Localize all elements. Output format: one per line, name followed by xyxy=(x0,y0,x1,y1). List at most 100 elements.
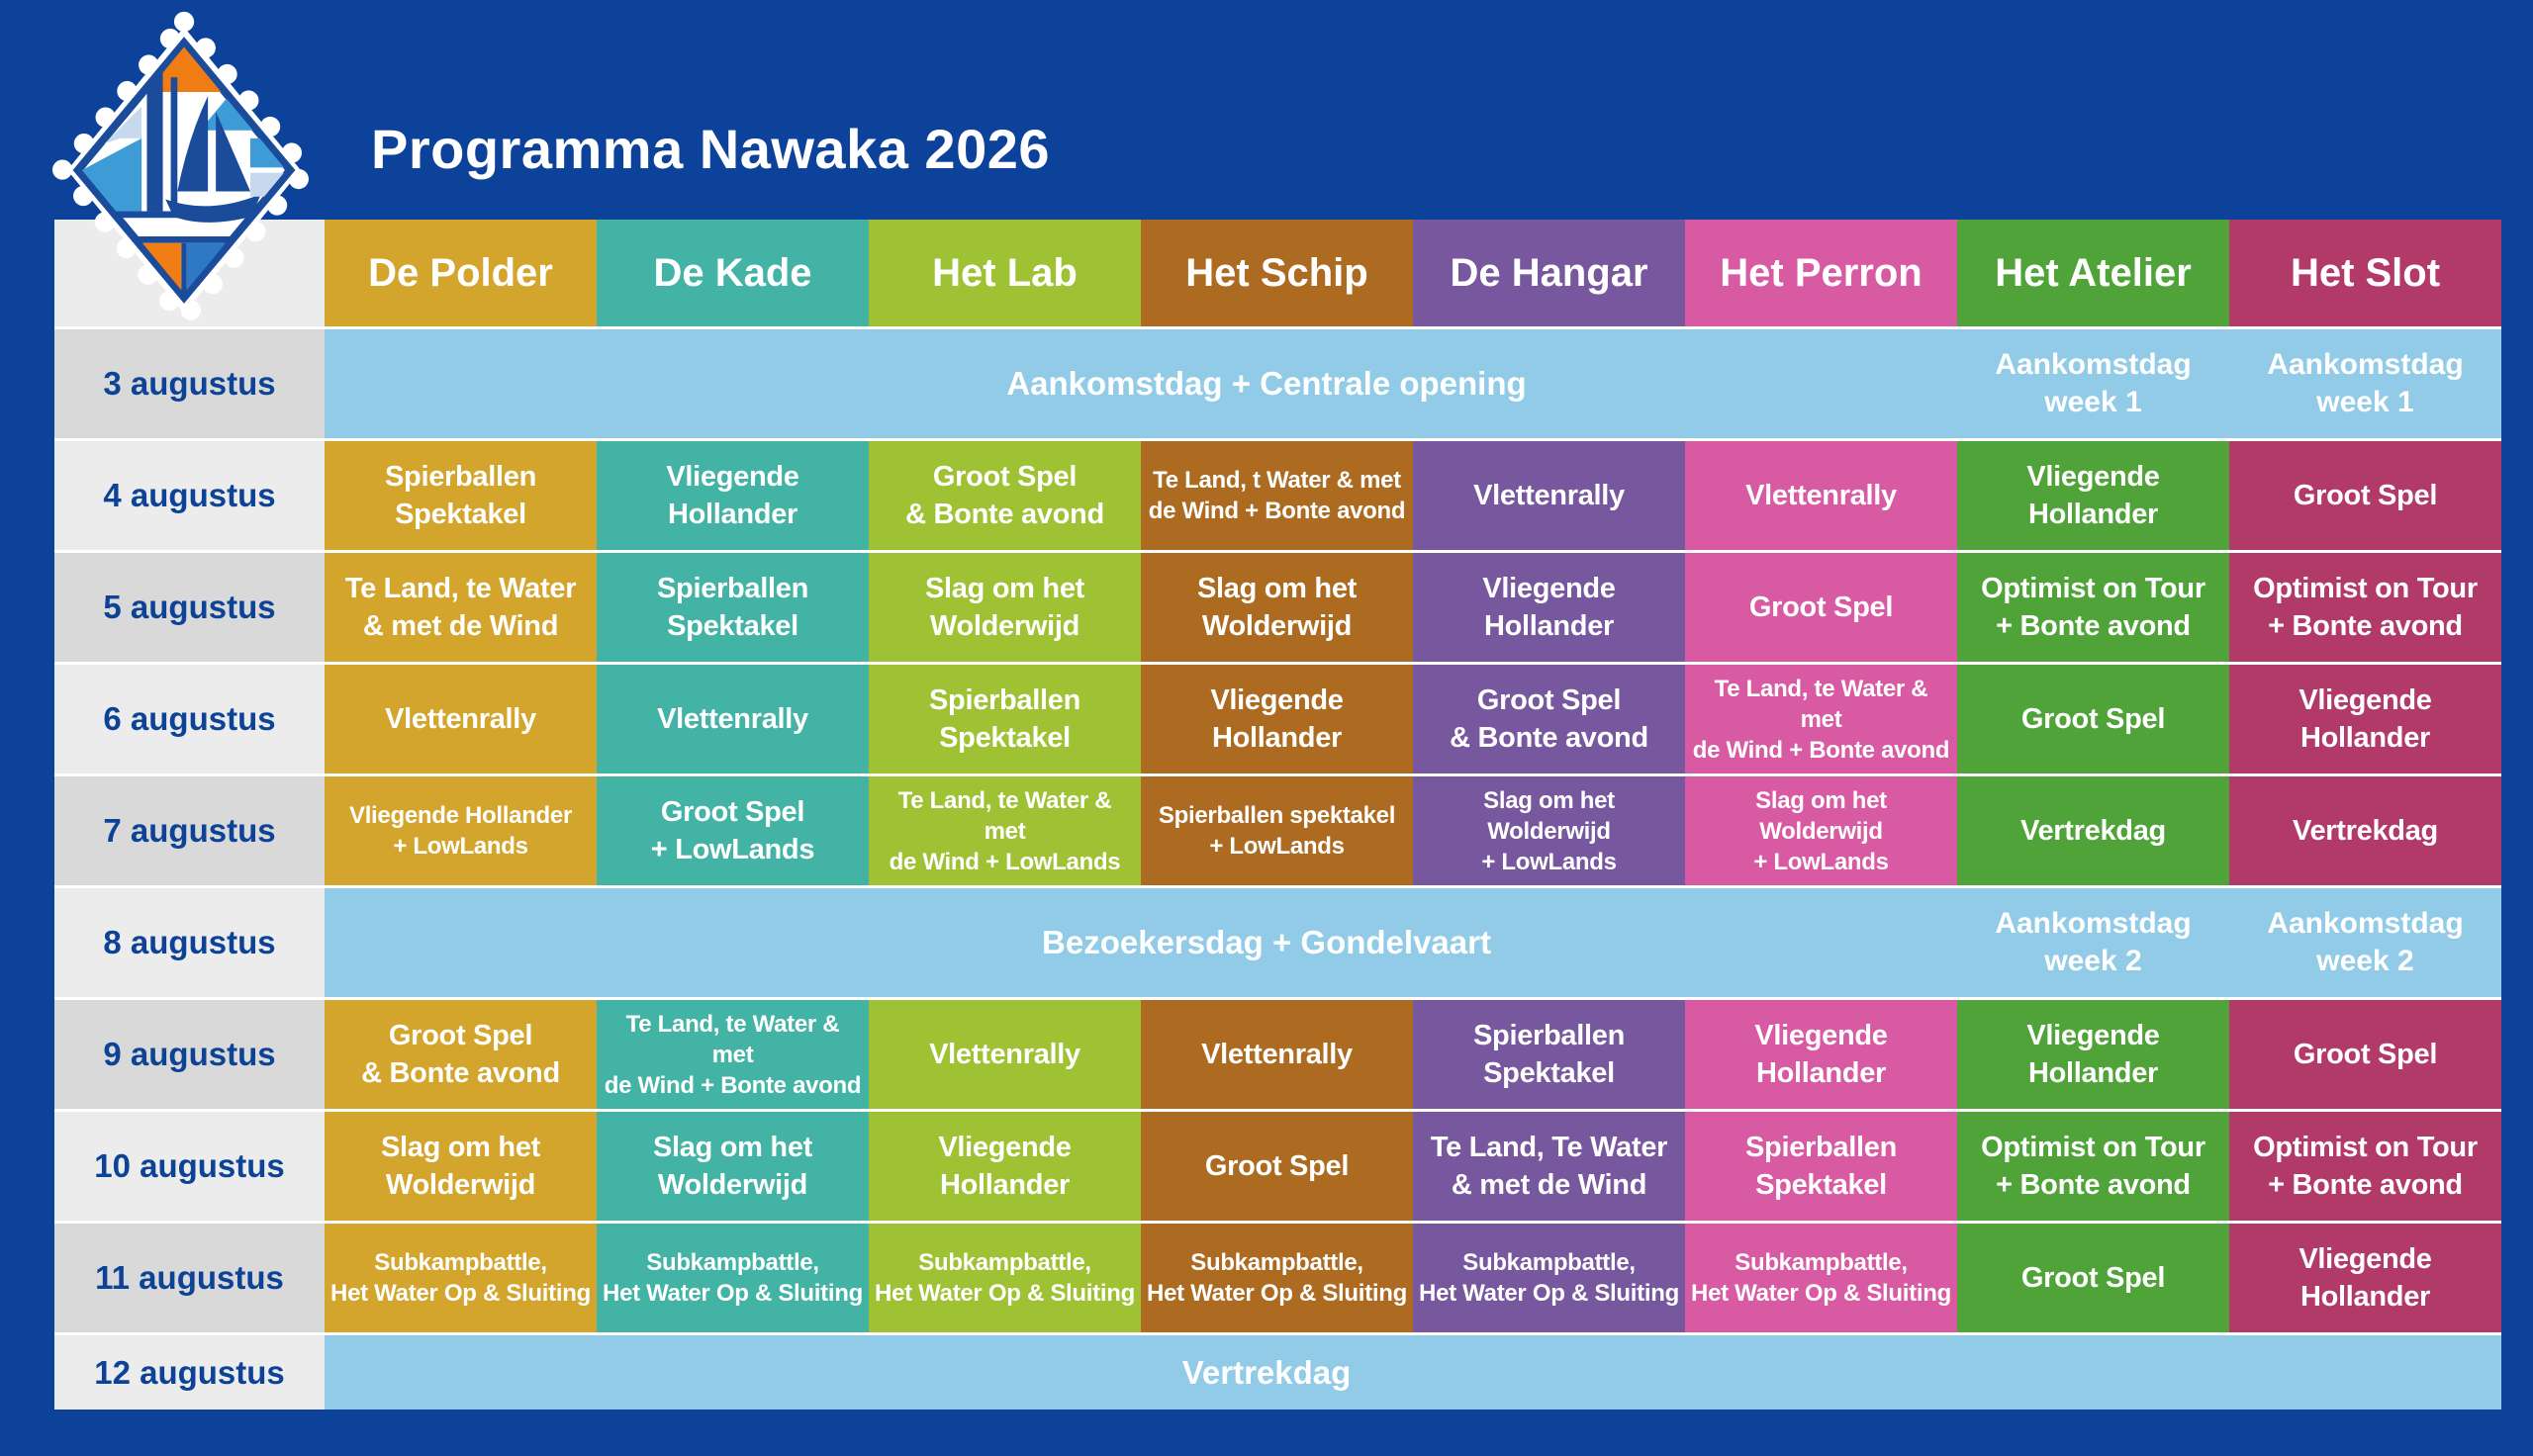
activity-cell-perron: Groot Spel xyxy=(1685,550,1957,662)
text-line: & Bonte avond xyxy=(361,1057,560,1089)
text-line: Het Water Op & Sluiting xyxy=(330,1280,591,1307)
text-line: Subkampbattle, xyxy=(918,1249,1091,1276)
text-line: Aankomstdag xyxy=(1995,907,2192,940)
text-line: De Kade xyxy=(653,250,812,295)
activity-cell-schip: Spierballen spektakel + LowLands xyxy=(1141,774,1413,885)
text-line: Optimist on Tour xyxy=(1981,573,2205,604)
activity-cell-atelier: Vertrekdag xyxy=(1957,774,2229,885)
text-line: & Bonte avond xyxy=(905,499,1104,530)
activity-cell-hangar: Te Land, Te Water & met de Wind xyxy=(1413,1109,1685,1221)
text-line: 12 augustus xyxy=(94,1353,285,1391)
date-cell: 10 augustus xyxy=(54,1109,325,1221)
text-line: De Polder xyxy=(368,250,553,295)
text-line: Vertrekdag xyxy=(1181,1353,1352,1391)
text-line: Groot Spel xyxy=(1476,684,1622,716)
text-line: week 1 xyxy=(2316,386,2414,418)
text-line: + Bonte avond xyxy=(2268,610,2463,642)
date-cell: 6 augustus xyxy=(54,662,325,774)
text-line: Spektakel xyxy=(939,722,1071,754)
text-line: Slag om het Wolderwijd xyxy=(1755,786,1887,845)
activity-cell-polder: Vlettenrally xyxy=(325,662,597,774)
text-line: Spektakel xyxy=(1755,1169,1887,1201)
date-cell: 5 augustus xyxy=(54,550,325,662)
text-line: Bezoekersdag + Gondelvaart xyxy=(1042,924,1491,960)
span-row-extra-atelier: Aankomstdag week 1 xyxy=(1957,329,2229,438)
column-header-kade: De Kade xyxy=(597,220,869,326)
text-line: Vliegende xyxy=(1482,573,1616,604)
text-line: 8 augustus xyxy=(103,924,276,960)
column-header-schip: Het Schip xyxy=(1141,220,1413,326)
text-line: Groot Spel xyxy=(932,461,1078,493)
activity-cell-atelier: Vliegende Hollander xyxy=(1957,997,2229,1109)
text-line: Subkampbattle, xyxy=(1190,1249,1363,1276)
column-header-perron: Het Perron xyxy=(1685,220,1957,326)
text-line: Hollander xyxy=(2027,499,2159,530)
text-line: 4 augustus xyxy=(103,477,276,513)
text-line: Vlettenrally xyxy=(657,703,808,735)
schedule-table: De Polder De Kade Het Lab Het Schip De Hanga… xyxy=(54,220,2501,1410)
text-line: + LowLands xyxy=(1209,833,1345,860)
text-line: Het Slot xyxy=(2290,250,2441,295)
text-line: Hollander xyxy=(2299,722,2431,754)
activity-cell-atelier: Optimist on Tour + Bonte avond xyxy=(1957,1109,2229,1221)
text-line: Spierballen spektakel xyxy=(1158,802,1396,829)
text-line: & Bonte avond xyxy=(1450,722,1648,754)
activity-cell-schip: Slag om het Wolderwijd xyxy=(1141,550,1413,662)
text-line: Het Schip xyxy=(1185,250,1368,295)
page-title: Programma Nawaka 2026 xyxy=(371,118,1050,180)
activity-cell-polder: Groot Spel & Bonte avond xyxy=(325,997,597,1109)
span-row-band: Bezoekersdag + Gondelvaart Aankomstdag wee… xyxy=(325,885,2501,997)
activity-cell-kade: Slag om het Wolderwijd xyxy=(597,1109,869,1221)
text-line: + Bonte avond xyxy=(2268,1169,2463,1201)
text-line: Vertrekdag xyxy=(2293,815,2438,847)
activity-cell-hangar: Subkampbattle, Het Water Op & Sluiting xyxy=(1413,1221,1685,1332)
activity-cell-schip: Vliegende Hollander xyxy=(1141,662,1413,774)
activity-cell-slot: Optimist on Tour + Bonte avond xyxy=(2229,1109,2501,1221)
activity-cell-kade: Vliegende Hollander xyxy=(597,438,869,550)
span-row-extra-slot: Aankomstdag week 1 xyxy=(2229,329,2501,438)
activity-cell-schip: Te Land, t Water & met de Wind + Bonte av… xyxy=(1141,438,1413,550)
activity-cell-perron: Te Land, te Water & met de Wind + Bonte a… xyxy=(1685,662,1957,774)
activity-cell-lab: Spierballen Spektakel xyxy=(869,662,1141,774)
activity-cell-lab: Subkampbattle, Het Water Op & Sluiting xyxy=(869,1221,1141,1332)
span-row-band: Vertrekdag xyxy=(325,1332,2501,1410)
text-line: Het Lab xyxy=(932,250,1078,295)
activity-cell-lab: Vliegende Hollander xyxy=(869,1109,1141,1221)
activity-cell-schip: Subkampbattle, Het Water Op & Sluiting xyxy=(1141,1221,1413,1332)
text-line: de Wind + LowLands xyxy=(889,848,1121,875)
text-line: Vlettenrally xyxy=(385,703,536,735)
text-line: Hollander xyxy=(2027,1057,2159,1089)
text-line: Vliegende xyxy=(1754,1020,1888,1051)
span-row-label: Vertrekdag xyxy=(325,1335,2208,1410)
text-line: Vliegende xyxy=(938,1132,1072,1163)
text-line: Wolderwijd xyxy=(929,610,1080,642)
activity-cell-atelier: Groot Spel xyxy=(1957,1221,2229,1332)
text-line: 10 augustus xyxy=(94,1147,285,1184)
text-line: Spektakel xyxy=(395,499,526,530)
text-line: Vliegende xyxy=(2026,461,2160,493)
text-line: Spierballen xyxy=(1744,1132,1898,1163)
column-header-hangar: De Hangar xyxy=(1413,220,1685,326)
activity-cell-perron: Spierballen Spektakel xyxy=(1685,1109,1957,1221)
text-line: Het Water Op & Sluiting xyxy=(1691,1280,1951,1307)
text-line: Spierballen xyxy=(656,573,809,604)
text-line: Spektakel xyxy=(667,610,798,642)
activity-cell-kade: Subkampbattle, Het Water Op & Sluiting xyxy=(597,1221,869,1332)
text-line: Vlettenrally xyxy=(1201,1039,1353,1070)
text-line: & met de Wind xyxy=(1451,1169,1647,1201)
text-line: week 1 xyxy=(2044,386,2142,418)
text-line: Hollander xyxy=(939,1169,1071,1201)
text-line: Vliegende xyxy=(2298,684,2432,716)
date-cell: 8 augustus xyxy=(54,885,325,997)
activity-cell-perron: Vliegende Hollander xyxy=(1685,997,1957,1109)
text-line: Vlettenrally xyxy=(929,1039,1080,1070)
text-line: Optimist on Tour xyxy=(2253,1132,2478,1163)
text-line: Groot Spel xyxy=(2293,480,2438,511)
activity-cell-lab: Slag om het Wolderwijd xyxy=(869,550,1141,662)
activity-cell-hangar: Vliegende Hollander xyxy=(1413,550,1685,662)
text-line: Het Atelier xyxy=(1995,250,2192,295)
text-line: Aankomstdag xyxy=(2267,907,2464,940)
activity-cell-lab: Groot Spel & Bonte avond xyxy=(869,438,1141,550)
text-line: Hollander xyxy=(1755,1057,1887,1089)
